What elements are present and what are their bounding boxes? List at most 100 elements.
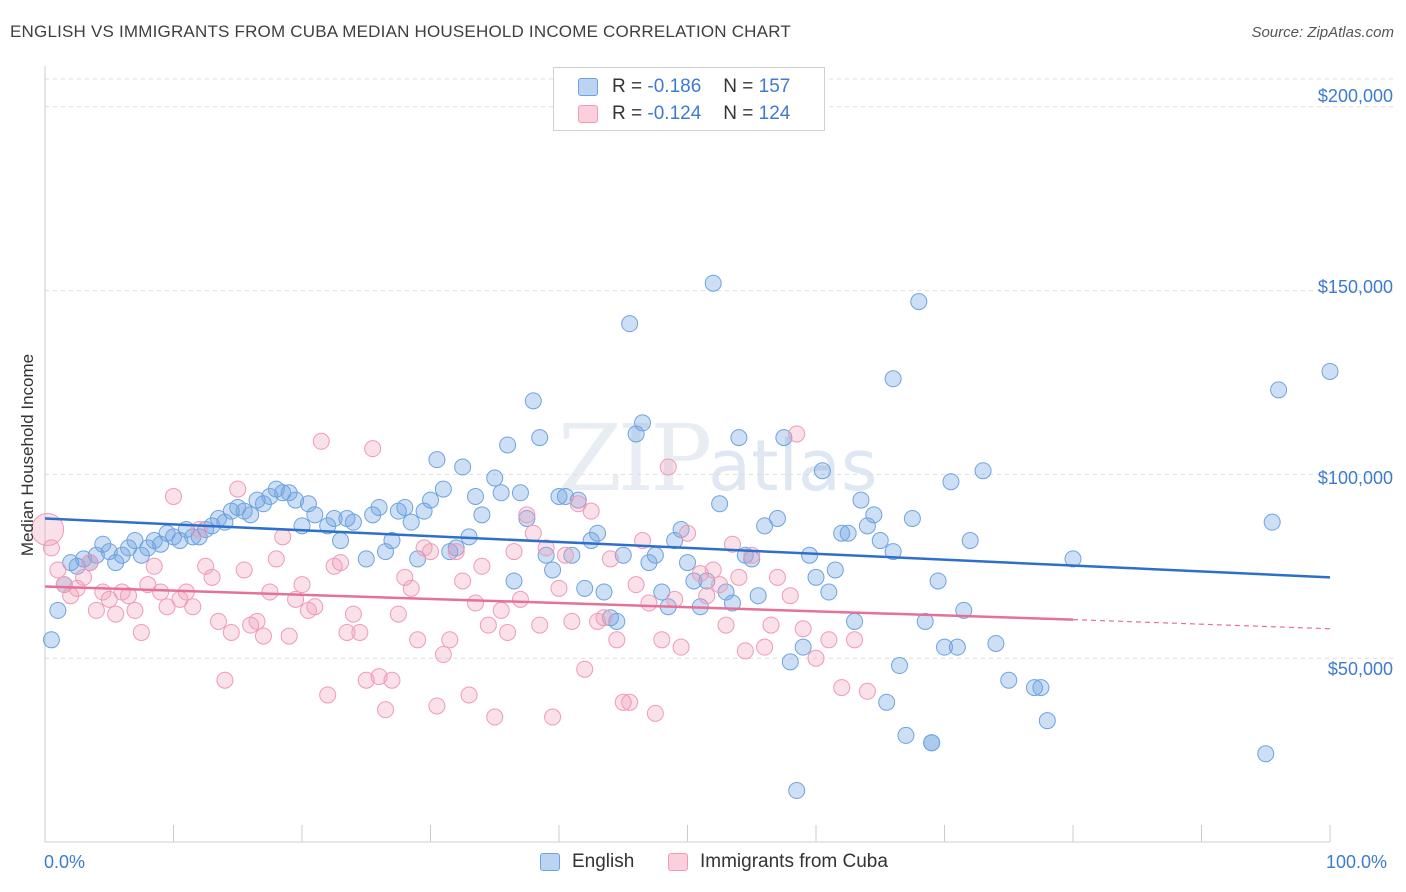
- english-point-116: [813, 462, 831, 480]
- english-point-142: [1000, 671, 1018, 689]
- cuba-point-2: [49, 561, 67, 579]
- cuba-point-84: [576, 660, 594, 678]
- cuba-point-73: [505, 543, 523, 561]
- cuba-point-65: [454, 572, 472, 590]
- cuba-point-30: [229, 480, 247, 498]
- cuba-r-value: -0.124: [647, 103, 702, 124]
- cuba-point-15: [132, 623, 150, 641]
- cuba-r-label: R =: [612, 103, 643, 124]
- english-point-87: [621, 315, 639, 333]
- english-point-65: [473, 506, 491, 524]
- cuba-point-34: [254, 627, 272, 645]
- cuba-point-66: [460, 686, 478, 704]
- english-point-122: [852, 491, 870, 509]
- cuba-point-28: [216, 671, 234, 689]
- cuba-point-72: [499, 623, 517, 641]
- english-point-138: [955, 601, 973, 619]
- english-point-129: [897, 726, 915, 744]
- cuba-point-108: [736, 642, 754, 660]
- legend-row-cuba: R = -0.124 N = 124: [578, 103, 790, 125]
- cuba-n-label: N =: [723, 103, 754, 124]
- cuba-point-89: [608, 631, 626, 649]
- english-point-17: [152, 535, 170, 553]
- cuba-point-71: [492, 601, 510, 619]
- cuba-point-20: [165, 487, 182, 505]
- english-point-127: [884, 543, 902, 561]
- english-point-71: [518, 509, 536, 527]
- english-point-137: [948, 638, 966, 656]
- english-point-9: [100, 543, 118, 561]
- cuba-point-77: [531, 616, 549, 634]
- english-point-43: [325, 509, 343, 527]
- english-point-123: [858, 517, 876, 535]
- cuba-point-78: [537, 539, 555, 557]
- english-point-62: [454, 458, 472, 476]
- english-point-59: [434, 480, 452, 498]
- english-point-41: [306, 506, 324, 524]
- cuba-point-46: [332, 554, 350, 572]
- cuba-point-90: [614, 693, 632, 711]
- cuba-point-111: [762, 616, 780, 634]
- legend-row-english: R = -0.186 N = 157: [578, 76, 790, 98]
- english-point-61: [447, 539, 465, 557]
- cuba-point-33: [248, 612, 266, 630]
- english-point-1: [49, 601, 67, 619]
- english-point-101: [711, 495, 729, 513]
- english-point-75: [544, 561, 562, 579]
- english-point-79: [569, 491, 587, 509]
- cuba-point-115: [794, 620, 812, 638]
- cuba-point-60: [422, 543, 439, 561]
- english-point-50: [377, 543, 395, 561]
- english-point-92: [653, 583, 671, 601]
- cuba-point-57: [402, 579, 420, 597]
- cuba-point-38: [280, 627, 298, 645]
- english-point-80: [576, 579, 594, 597]
- english-point-76: [550, 487, 568, 505]
- english-point-89: [634, 414, 652, 432]
- cuba-point-68: [473, 557, 491, 575]
- english-point-149: [1270, 381, 1288, 399]
- cuba-point-64: [447, 543, 465, 561]
- english-point-147: [1257, 745, 1275, 763]
- english-point-136: [942, 473, 960, 491]
- watermark-atlas: atlas: [708, 425, 878, 507]
- english-point-150: [1321, 362, 1339, 380]
- cuba-point-42: [306, 598, 324, 616]
- cuba-swatch: [578, 105, 598, 123]
- cuba-point-70: [486, 708, 504, 726]
- english-point-113: [794, 638, 812, 656]
- english-point-148: [1263, 513, 1281, 531]
- english-n-value: 157: [758, 76, 791, 97]
- english-point-78: [563, 546, 581, 564]
- cuba-point-25: [197, 557, 215, 575]
- cuba-point-69: [479, 616, 497, 634]
- cuba-point-74: [511, 590, 529, 608]
- cuba-point-82: [563, 612, 581, 630]
- cuba-point-102: [698, 587, 716, 605]
- cuba-point-67: [466, 594, 484, 612]
- english-point-130: [903, 509, 921, 527]
- cuba-point-52: [370, 668, 388, 686]
- cuba-point-23: [184, 598, 202, 616]
- english-point-67: [492, 484, 510, 502]
- english-point-40: [299, 495, 317, 513]
- english-point-140: [974, 462, 992, 480]
- cuba-point-92: [627, 576, 645, 594]
- english-point-88: [627, 425, 645, 443]
- english-point-139: [961, 532, 979, 550]
- english-point-144: [1032, 679, 1050, 697]
- cuba-point-106: [723, 535, 741, 553]
- cuba-point-80: [550, 579, 568, 597]
- english-point-38: [287, 491, 305, 509]
- english-point-146: [1064, 550, 1082, 568]
- english-point-103: [723, 594, 741, 612]
- cuba-point-91: [621, 693, 639, 711]
- bottom-cuba-swatch: [668, 853, 688, 871]
- english-point-125: [871, 532, 889, 550]
- english-point-55: [409, 550, 427, 568]
- cuba-point-116: [807, 649, 825, 667]
- english-point-58: [428, 451, 446, 469]
- cuba-point-47: [338, 623, 356, 641]
- cuba-point-98: [666, 590, 684, 608]
- english-point-111: [781, 653, 799, 671]
